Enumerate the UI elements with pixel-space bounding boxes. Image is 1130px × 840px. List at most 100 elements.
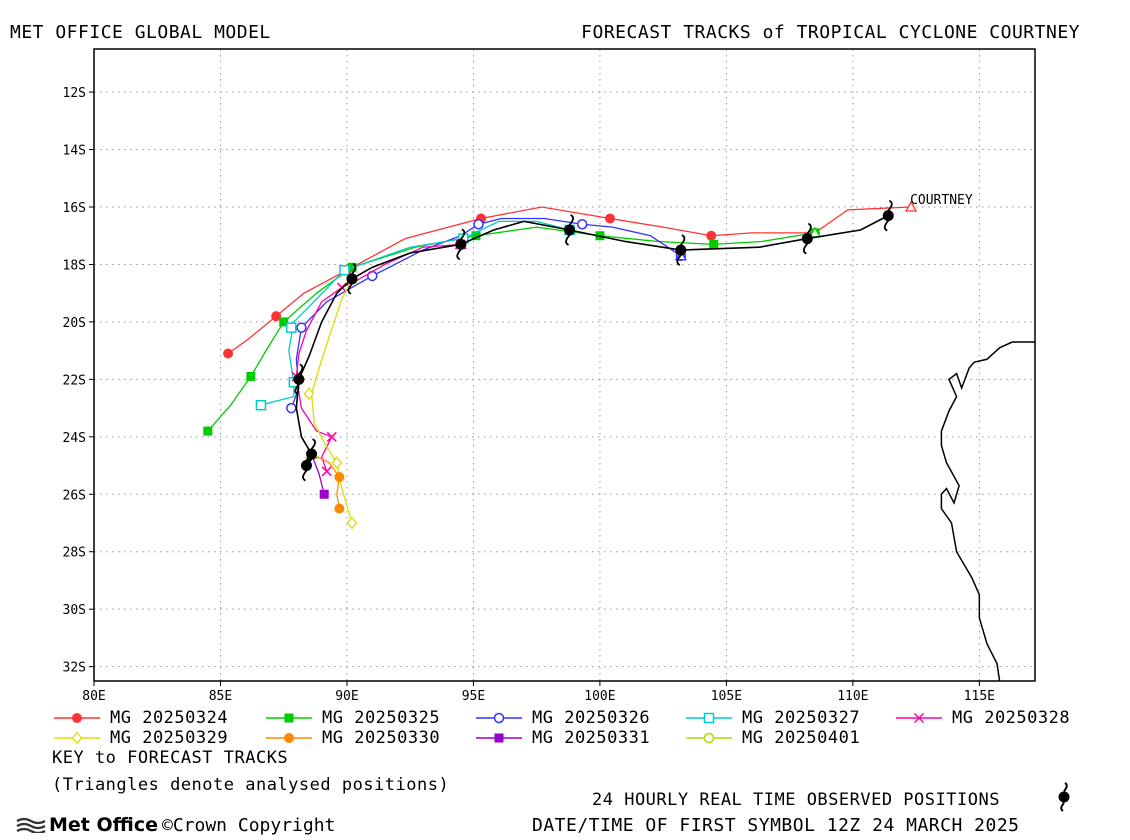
track-marker [246,371,256,381]
australia-coastline [940,341,1035,682]
observed-position-symbol [455,228,467,261]
series-line [260,220,570,406]
met-office-logo: Met Office [16,814,158,836]
track-marker [303,387,315,401]
track-marker [326,431,337,442]
y-tick-label: 18S [63,258,86,273]
track-marker [339,264,350,276]
axis-ticks: 80E 85E 90E 95E 100E 105E 110E 115E 12S 14S 16S 18S… [63,86,995,704]
observed-positions-note: 24 HOURLY REAL TIME OBSERVED POSITIONS [592,790,1000,810]
legend-swatch [896,712,942,724]
track-marker [706,230,717,241]
track-marker [334,472,345,483]
series-line [310,453,325,495]
series-mg-20250328 [291,239,466,477]
legend-swatch [686,732,732,744]
track-marker [703,712,715,724]
observed-position-symbol [882,199,894,232]
y-tick-label: 28S [63,546,86,561]
x-tick-label: 110E [837,689,868,704]
series-layer [203,200,918,530]
track-marker [709,239,719,249]
header-model-title: MET OFFICE GLOBAL MODEL [10,22,271,43]
y-tick-label: 26S [63,488,86,503]
series-mg-20250331 [310,453,329,499]
y-tick-label: 24S [63,431,86,446]
y-tick-label: 16S [63,201,86,216]
track-marker [72,713,82,723]
observed-position-symbol [675,234,687,266]
y-tick-label: 32S [63,661,86,676]
plot-border [93,48,1036,682]
track-marker [284,733,294,743]
x-tick-label: 95E [462,689,485,704]
track-marker [576,218,588,230]
legend-label: MG 20250329 [110,728,229,748]
legend-label: MG 20250325 [322,708,441,728]
series-line [227,206,912,355]
y-tick-label: 22S [63,373,86,388]
track-marker [321,466,332,477]
legend-swatch [476,712,522,724]
track-marker [286,402,297,414]
x-tick-label: 90E [335,689,358,704]
legend-label: MG 20250328 [952,708,1071,728]
legend-swatch [266,733,312,743]
track-marker [279,317,289,327]
track-marker [286,322,297,333]
series-mg-20250327 [255,220,575,411]
track-marker [471,231,481,241]
y-tick-label: 12S [63,86,86,101]
legend-swatch [686,712,732,724]
y-tick-label: 30S [63,603,86,618]
track-marker [605,213,616,224]
legend-label: MG 20250326 [532,708,651,728]
key-title: KEY to FORECAST TRACKS [52,748,289,768]
legend-label: MG 20250330 [322,728,441,748]
track-marker [271,311,282,322]
legend-label: MG 20250331 [532,728,651,748]
series-line [207,226,816,432]
series-mg-20250330 [311,453,345,514]
track-marker [473,218,484,230]
legend-label: MG 20250327 [742,708,861,728]
y-tick-label: 20S [63,316,86,331]
x-tick-label: 105E [711,689,742,704]
track-marker [71,731,83,745]
observed-position-symbol [300,449,312,482]
cyclone-symbol-icon [1058,782,1070,812]
track-marker [913,712,925,724]
legend-label: MG 20250401 [742,728,861,748]
track-marker [346,516,358,530]
legend-swatch [266,713,312,723]
observed-track-layer [293,199,894,482]
track-marker [331,456,343,470]
observed-position-symbol [346,263,358,295]
track-marker [223,348,234,359]
met-office-logo-text: Met Office [49,814,158,836]
legend-label: MG 20250324 [110,708,229,728]
x-tick-label: 115E [964,689,995,704]
coastline-layer [940,341,1035,682]
legend-swatch [476,733,522,743]
met-office-waves-icon [16,817,46,833]
track-marker [319,489,329,499]
crown-copyright: ©Crown Copyright [162,815,336,836]
plot-frame [93,48,1036,682]
legend-swatch [54,731,100,745]
track-marker [493,712,505,724]
chart-title: FORECAST TRACKS of TROPICAL CYCLONE COUR… [581,22,1080,43]
x-tick-label: 85E [209,689,232,704]
observed-position-symbol [801,222,813,255]
legend-swatch [54,713,100,723]
track-marker [703,732,715,744]
series-line [310,278,353,524]
observed-position-symbol [564,214,576,246]
observed-position-symbol [293,363,305,396]
analysed-position-triangle [904,200,918,212]
observed-track-line [295,214,889,466]
track-marker [284,713,294,723]
storm-name-label: COURTNEY [910,193,973,208]
first-symbol-datetime: DATE/TIME OF FIRST SYMBOL 12Z 24 MARCH 2… [532,815,1020,836]
